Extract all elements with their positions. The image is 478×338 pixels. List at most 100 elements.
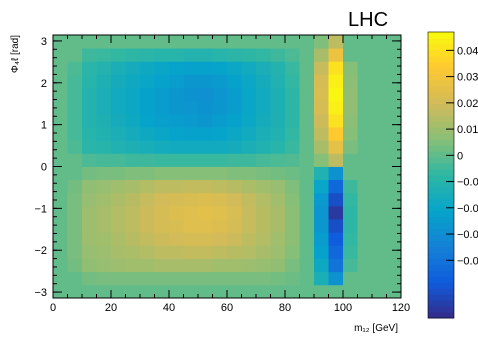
heatmap-cell (299, 179, 315, 194)
heatmap-cell (212, 74, 228, 88)
heatmap-cell (314, 74, 329, 88)
heatmap-cell (111, 179, 126, 194)
heatmap-cell (285, 271, 300, 286)
heatmap-cell (357, 219, 373, 233)
heatmap-cell (328, 100, 344, 115)
heatmap-cell (125, 153, 141, 167)
heatmap-cell (183, 232, 199, 246)
heatmap-cell (140, 219, 155, 233)
heatmap-cell (372, 100, 387, 115)
heatmap-cell (154, 61, 170, 75)
heatmap-cell (169, 219, 184, 233)
heatmap-cell (96, 140, 112, 154)
colorbar-segment (428, 109, 454, 116)
heatmap-cell (212, 284, 228, 299)
heatmap-cell (198, 100, 213, 115)
x-tick-label: 0 (50, 302, 56, 314)
heatmap-cell (357, 100, 373, 115)
heatmap-cell (125, 219, 141, 233)
heatmap-cell (299, 258, 315, 273)
heatmap-cell (343, 271, 358, 286)
heatmap-cell (314, 48, 329, 62)
colorbar-segment (428, 186, 454, 194)
heatmap-cell (256, 48, 271, 62)
x-tick-label: 40 (163, 302, 175, 314)
heatmap-cell (285, 140, 300, 154)
heatmap-cell (256, 192, 271, 207)
heatmap-cell (241, 192, 257, 207)
heatmap-cell (314, 113, 329, 128)
heatmap-cell (328, 87, 344, 102)
heatmap-cell (270, 232, 286, 246)
x-tick-labels: 0 20 40 60 80 100 120 (50, 302, 410, 314)
heatmap-cell (198, 74, 213, 88)
heatmap-cell (169, 192, 184, 207)
heatmap-cell (140, 284, 155, 299)
heatmap-cell (270, 61, 286, 75)
heatmap-cell (154, 284, 170, 299)
heatmap-cell (111, 192, 126, 207)
heatmap-cell (169, 153, 184, 167)
heatmap-cell (372, 166, 387, 181)
heatmap-cell (198, 271, 213, 286)
heatmap-cell (125, 284, 141, 299)
heatmap-cell (256, 245, 271, 259)
heatmap-cell (169, 113, 184, 128)
heatmap-cell (53, 100, 68, 115)
heatmap-cell (357, 61, 373, 75)
y-tick-label: 2 (41, 78, 47, 90)
heatmap-cell (256, 179, 271, 194)
heatmap-cell (299, 100, 315, 115)
heatmap-cell (53, 232, 68, 246)
heatmap-cell (299, 271, 315, 286)
heatmap-cell (299, 232, 315, 246)
heatmap-cell (53, 166, 68, 181)
heatmap-cell (314, 87, 329, 102)
heatmap-cell (67, 74, 83, 88)
heatmap-cell (111, 127, 126, 141)
heatmap-cell (270, 113, 286, 128)
heatmap-cell (256, 127, 271, 141)
colorbar-segment (428, 210, 454, 218)
heatmap-cell (270, 87, 286, 102)
heatmap-cell (111, 219, 126, 233)
heatmap-cell (343, 166, 358, 181)
heatmap-cell (285, 232, 300, 246)
heatmap-cell (212, 153, 228, 167)
heatmap-cell (67, 271, 83, 286)
heatmap-cell (285, 100, 300, 115)
heatmap-cell (241, 140, 257, 154)
heatmap-cell (154, 140, 170, 154)
heatmap-cell (125, 87, 141, 102)
y-tick-label: 3 (41, 36, 47, 48)
heatmap-cell (67, 87, 83, 102)
heatmap-cell (169, 166, 184, 181)
heatmap-cell (111, 284, 126, 299)
heatmap-cell (125, 258, 141, 273)
heatmap-cell (241, 127, 257, 141)
heatmap-cell (169, 179, 184, 194)
colorbar-segment (428, 264, 454, 271)
heatmap-cell (241, 271, 257, 286)
heatmap-cell (169, 140, 184, 154)
heatmap-cell (343, 140, 358, 154)
colorbar-segment (428, 300, 454, 307)
heatmap-cell (82, 74, 97, 88)
heatmap-cell (227, 271, 242, 286)
chart-title: LHC (348, 9, 388, 31)
colorbar-segment (428, 85, 454, 93)
heatmap-cell (140, 245, 155, 259)
heatmap-cell (328, 166, 344, 181)
heatmap-cell (299, 166, 315, 181)
heatmap-cell (198, 113, 213, 128)
heatmap-cell (111, 232, 126, 246)
heatmap-cell (256, 284, 271, 299)
heatmap-cell (198, 245, 213, 259)
heatmap-cell (111, 61, 126, 75)
y-tick-label: −1 (34, 203, 47, 215)
heatmap-cell (125, 127, 141, 141)
colorbar-segment (428, 282, 454, 289)
heatmap-cell (372, 48, 387, 62)
heatmap-cell (328, 271, 344, 286)
heatmap-cell (256, 153, 271, 167)
